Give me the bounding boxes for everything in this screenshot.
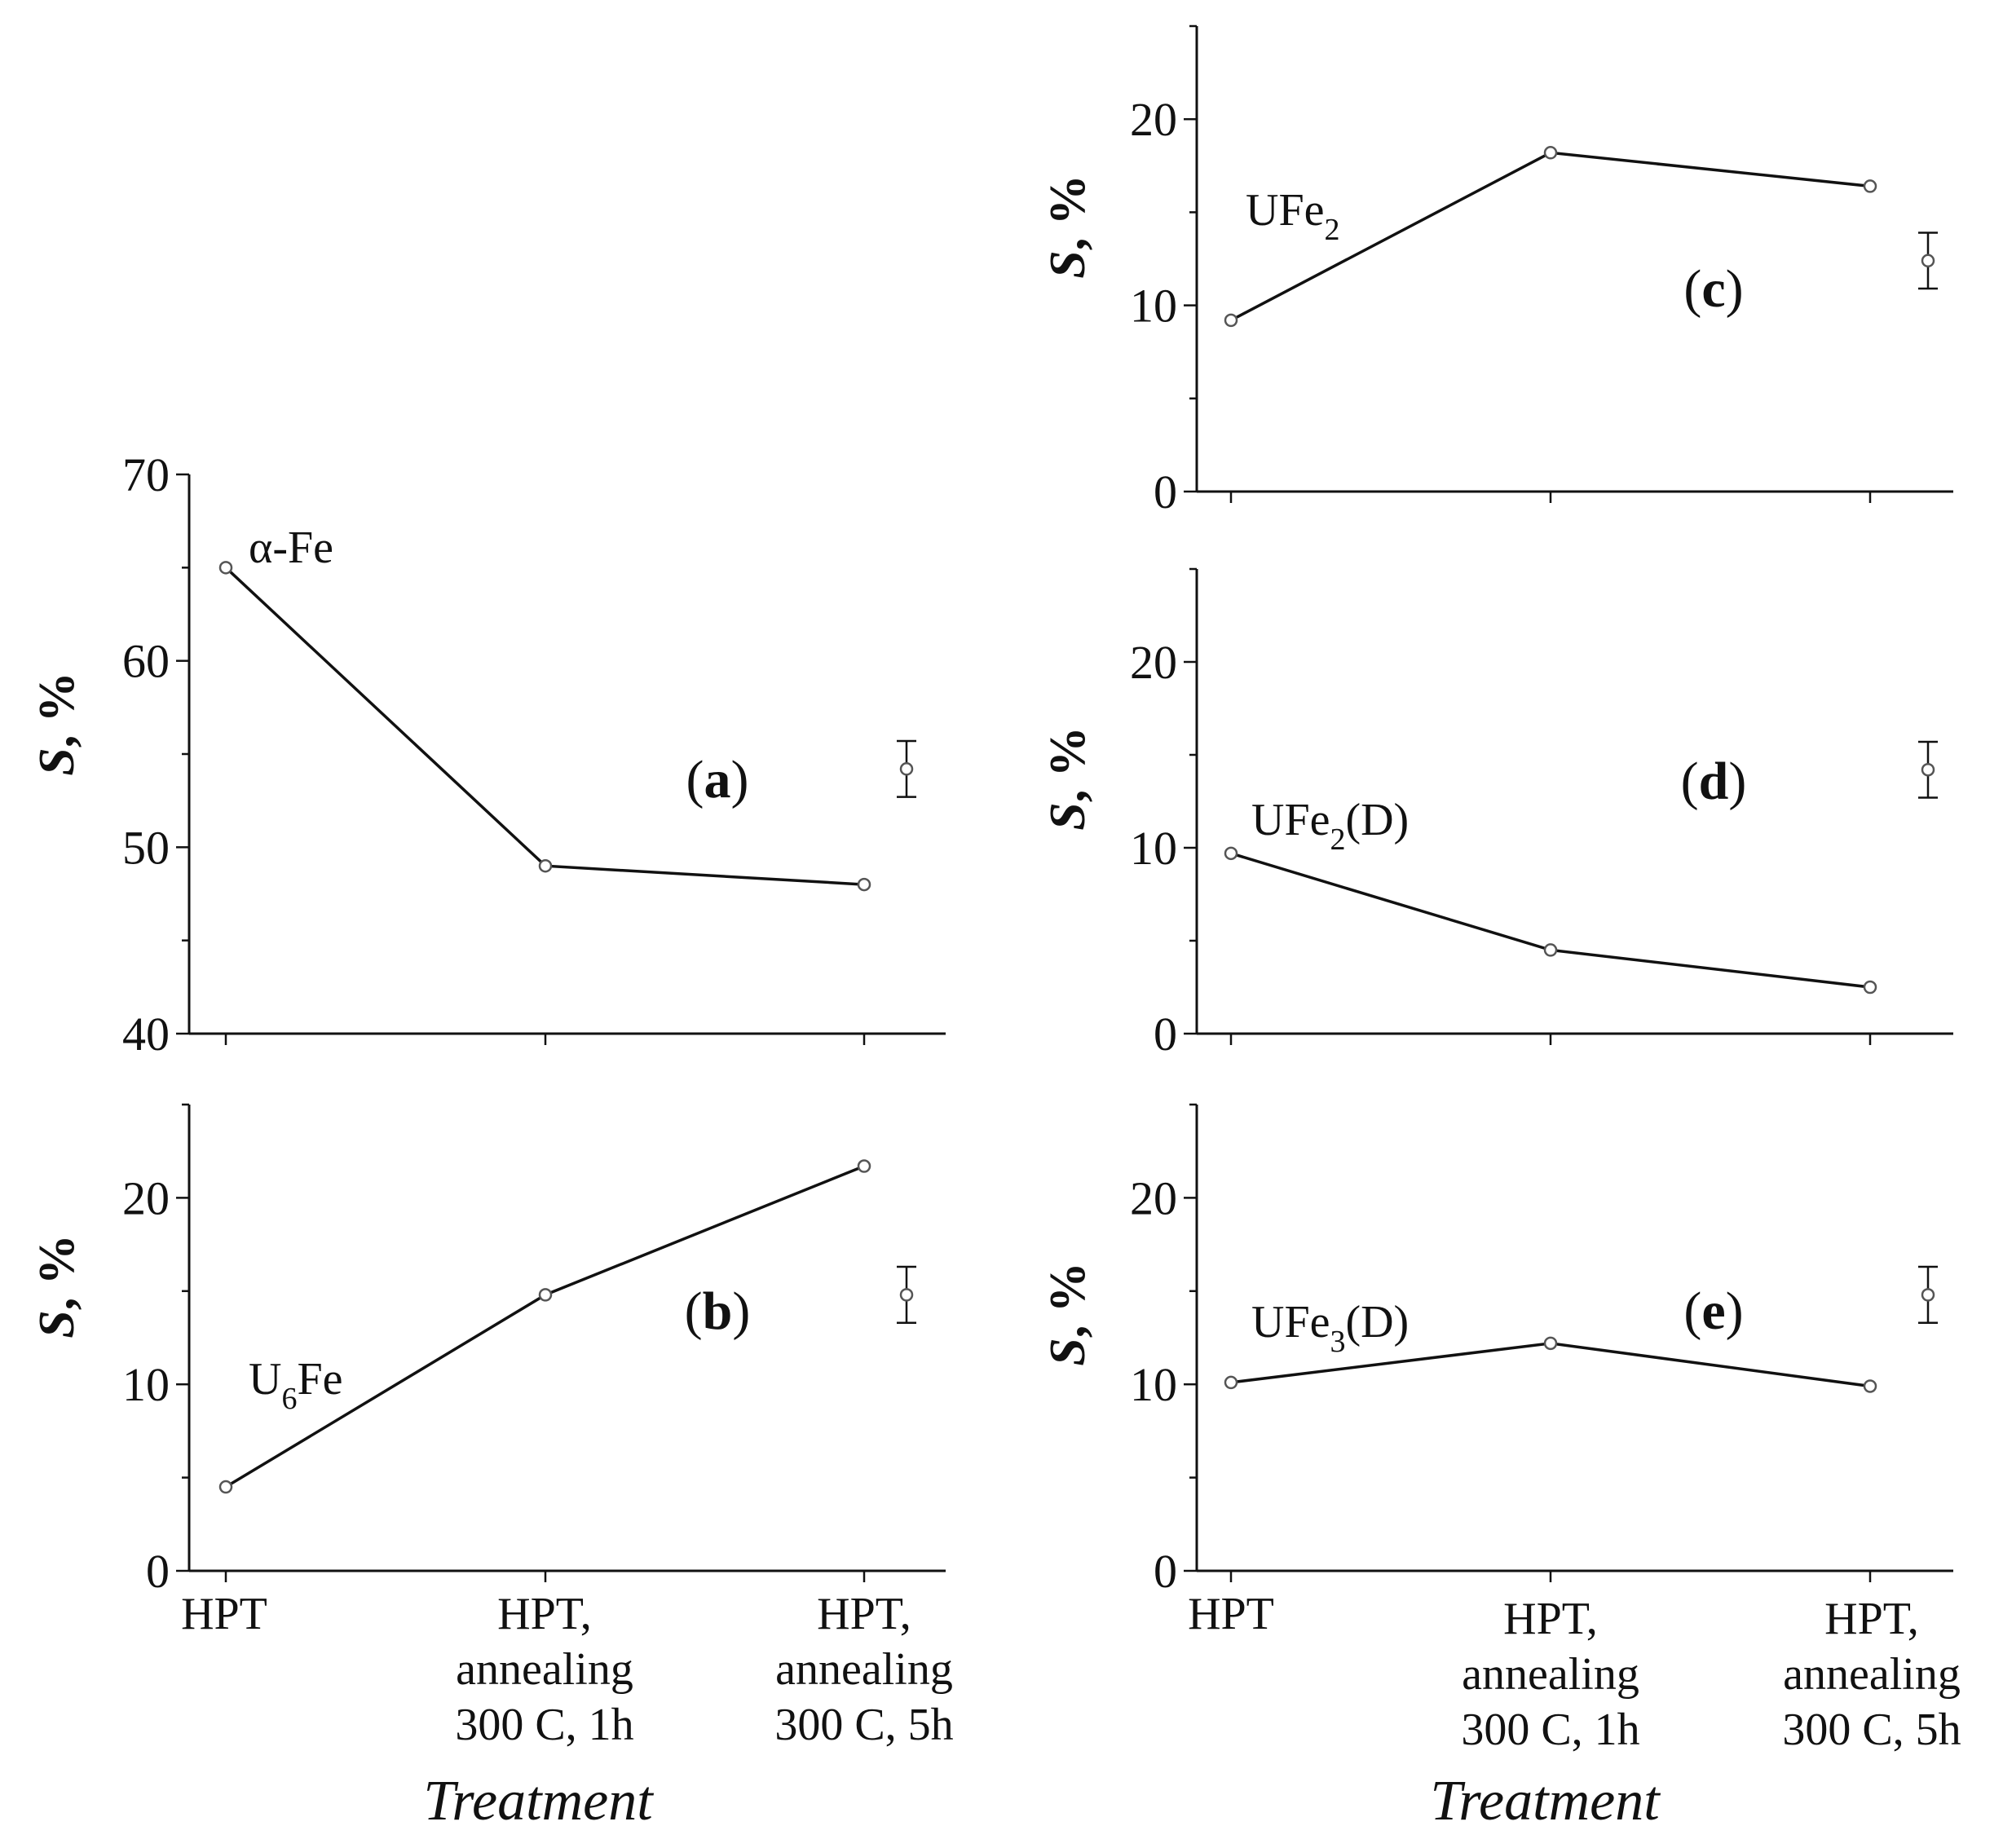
panel-a-ylabel: S, % [29,672,85,775]
y-tick-label-d: 20 [1130,636,1177,689]
x-category-left-1-line-1: HPT [181,1589,267,1639]
data-point-e-2 [1543,1336,1558,1351]
panel-d-ylabel: S, % [1040,726,1096,830]
panel-c-ylabel: S, % [1040,174,1096,278]
y-tick-label-e: 0 [1154,1545,1177,1598]
y-tick-label-d: 10 [1130,822,1177,875]
x-categories-left: HPT HPT, annealing 300 C, 1h HPT, anneal… [181,1589,954,1833]
panel-b: 0 10 20 S, % (b) U6Fe [29,1103,946,1598]
y-tick-label-c: 0 [1154,465,1177,518]
error-bar-point-d [1921,762,1935,777]
plot-d: 0 10 20 [1130,567,1953,1061]
data-point-e-3 [1863,1379,1877,1393]
data-point-b-1 [218,1480,233,1494]
data-point-a-1 [218,561,233,575]
x-axis-title-right: Treatment [1430,1770,1661,1833]
plot-b: 0 10 20 [122,1103,946,1598]
series-line-d [1230,852,1871,989]
y-tick-label-b: 0 [146,1545,170,1598]
data-point-a-2 [538,858,553,873]
panel-b-letter: (b) [685,1281,751,1341]
panel-e-series-label: UFe3(D) [1251,1297,1409,1359]
error-bar-point-b [899,1288,914,1302]
x-category-left-2-line-3: 300 C, 1h [455,1700,633,1750]
x-axis-title-left: Treatment [423,1770,654,1833]
x-category-right-3-line-2: annealing [1783,1649,1961,1700]
x-category-left-3-line-1: HPT, [817,1589,911,1639]
x-category-left-2-line-2: annealing [456,1644,633,1695]
panel-c: 0 10 20 S, % (c) UFe2 [1040,24,1953,518]
x-category-right-2-line-3: 300 C, 1h [1461,1705,1639,1755]
data-point-c-2 [1543,146,1558,160]
plot-e: 0 10 20 [1130,1103,1953,1598]
y-tick-label-d: 0 [1154,1008,1177,1061]
series-line-a [224,567,865,886]
y-tick-label-a: 60 [122,635,170,688]
plot-a: 40 50 60 70 [122,448,946,1061]
data-point-d-2 [1543,943,1558,957]
series-line-b [225,1164,865,1489]
y-tick-label-c: 10 [1130,280,1177,333]
data-point-d-1 [1224,846,1238,861]
x-category-right-3-line-3: 300 C, 5h [1782,1705,1961,1755]
data-point-b-3 [857,1159,871,1173]
y-tick-label-c: 20 [1130,93,1177,146]
y-tick-label-a: 50 [122,821,170,874]
y-tick-label-a: 40 [122,1008,170,1061]
panel-e: 0 10 20 S, % (e) UFe3(D) [1040,1103,1953,1598]
panel-d: 0 10 20 S, % (d) UFe2(D) [1040,567,1953,1061]
panel-e-ylabel: S, % [1040,1262,1096,1365]
panel-c-series-label: UFe2 [1246,185,1339,247]
error-bar-point-c [1921,254,1935,268]
panel-b-ylabel: S, % [29,1234,85,1338]
x-category-left-3-line-3: 300 C, 5h [774,1700,953,1750]
x-category-right-1-line-1: HPT [1188,1589,1274,1639]
data-point-d-3 [1863,980,1877,995]
plot-c: 0 10 20 [1130,24,1953,518]
y-tick-label-a: 70 [122,448,170,501]
data-point-e-1 [1224,1375,1238,1390]
panel-e-letter: (e) [1683,1281,1743,1341]
y-tick-label-e: 20 [1130,1171,1177,1224]
panel-b-series-label: U6Fe [249,1354,342,1416]
panel-d-series-label: UFe2(D) [1251,795,1409,857]
y-tick-label-e: 10 [1130,1358,1177,1411]
y-tick-label-b: 10 [122,1358,170,1411]
data-point-c-1 [1224,313,1238,328]
data-point-b-2 [538,1288,553,1302]
x-category-right-2-line-1: HPT, [1503,1594,1598,1644]
error-bar-point-a [899,762,914,776]
error-bar-point-e [1921,1288,1935,1302]
panel-c-letter: (c) [1683,259,1743,319]
y-tick-label-b: 20 [122,1171,170,1224]
panel-d-letter: (d) [1681,752,1747,811]
x-category-left-3-line-2: annealing [775,1644,953,1695]
panel-a: 40 50 60 70 S, % (a) α-Fe [29,448,946,1061]
data-point-a-3 [857,877,871,892]
x-category-right-3-line-1: HPT, [1824,1594,1919,1644]
panel-a-letter: (a) [686,750,749,809]
x-categories-right: HPT HPT, annealing 300 C, 1h HPT, anneal… [1188,1589,1961,1833]
panel-a-series-label: α-Fe [249,523,333,573]
x-category-left-2-line-1: HPT, [497,1589,592,1639]
x-category-right-2-line-2: annealing [1462,1649,1639,1700]
data-point-c-3 [1863,179,1877,193]
